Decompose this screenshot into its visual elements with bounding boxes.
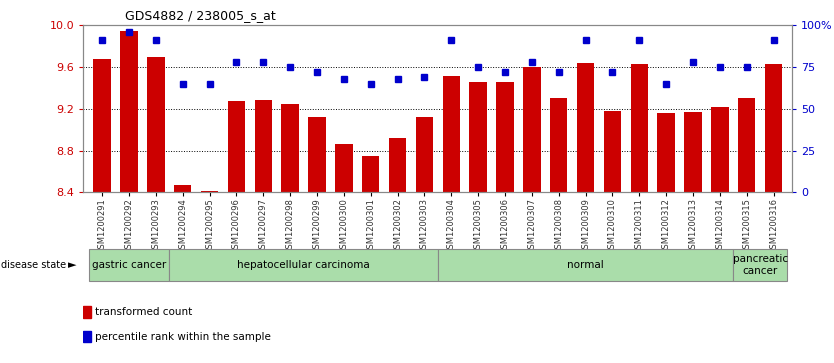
Bar: [443, 76, 460, 192]
Text: transformed count: transformed count: [95, 307, 193, 317]
Text: normal: normal: [567, 260, 604, 270]
Text: ►: ►: [68, 260, 76, 270]
Text: disease state: disease state: [1, 260, 66, 270]
Text: percentile rank within the sample: percentile rank within the sample: [95, 332, 271, 342]
Text: gastric cancer: gastric cancer: [92, 260, 166, 270]
Bar: [550, 98, 567, 192]
Bar: [496, 82, 514, 192]
Bar: [335, 144, 353, 192]
Bar: [201, 191, 219, 192]
Bar: [362, 156, 379, 192]
Bar: [254, 99, 272, 192]
Bar: [631, 64, 648, 192]
Bar: [174, 185, 192, 192]
Bar: [684, 112, 701, 192]
Bar: [765, 64, 782, 192]
Bar: [438, 249, 733, 281]
Bar: [93, 59, 111, 192]
Bar: [147, 57, 164, 192]
Bar: [83, 306, 91, 318]
Text: hepatocellular carcinoma: hepatocellular carcinoma: [237, 260, 370, 270]
Bar: [523, 67, 540, 192]
Bar: [604, 111, 621, 192]
Bar: [83, 331, 91, 342]
Text: GDS4882 / 238005_s_at: GDS4882 / 238005_s_at: [125, 9, 276, 22]
Bar: [88, 249, 169, 281]
Bar: [281, 104, 299, 192]
Bar: [733, 249, 787, 281]
Bar: [228, 101, 245, 192]
Text: pancreatic
cancer: pancreatic cancer: [732, 254, 787, 276]
Bar: [738, 98, 756, 192]
Bar: [415, 117, 433, 192]
Bar: [577, 63, 595, 192]
Bar: [120, 30, 138, 192]
Bar: [389, 138, 406, 192]
Bar: [309, 117, 326, 192]
Bar: [711, 107, 729, 192]
Bar: [169, 249, 438, 281]
Bar: [470, 82, 487, 192]
Bar: [657, 113, 675, 192]
